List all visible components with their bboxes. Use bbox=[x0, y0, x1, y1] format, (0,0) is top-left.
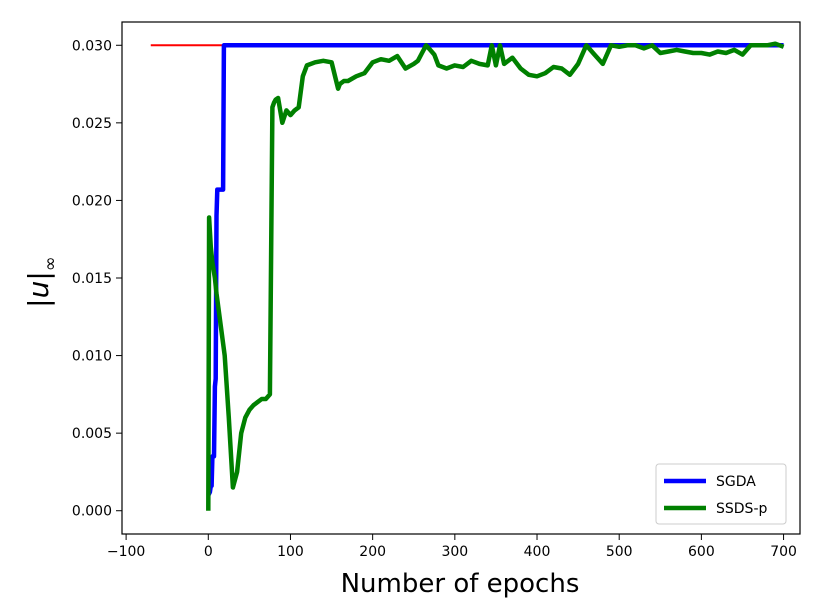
series-line-ssds-p bbox=[206, 41, 785, 511]
x-tick-label: 0 bbox=[204, 544, 213, 560]
x-tick-label: 600 bbox=[688, 544, 715, 560]
x-tick-label: −100 bbox=[107, 544, 145, 560]
x-tick-label: 200 bbox=[359, 544, 386, 560]
x-tick-label: 300 bbox=[441, 544, 468, 560]
x-tick-label: 400 bbox=[524, 544, 551, 560]
x-axis-ticks: −100 0 100 200 300 400 500 600 700 bbox=[107, 534, 797, 560]
y-tick-label: 0.005 bbox=[72, 426, 112, 442]
series-layer bbox=[150, 41, 785, 511]
series-line-sgda bbox=[206, 43, 784, 497]
y-tick-label: 0.015 bbox=[72, 271, 112, 287]
legend-label-sgda: SGDA bbox=[716, 474, 756, 490]
y-tick-label: 0.025 bbox=[72, 116, 112, 132]
x-axis-label: Number of epochs bbox=[341, 569, 580, 599]
x-tick-label: 100 bbox=[277, 544, 304, 560]
legend-label-ssds-p: SSDS-p bbox=[716, 501, 767, 517]
x-tick-label: 500 bbox=[606, 544, 633, 560]
y-tick-label: 0.030 bbox=[72, 38, 112, 54]
y-axis-ticks: 0.000 0.005 0.010 0.015 0.020 0.025 0.030 bbox=[72, 38, 122, 520]
svg-text:|u|∞: |u|∞ bbox=[22, 256, 61, 308]
x-tick-label: 700 bbox=[770, 544, 797, 560]
y-tick-label: 0.020 bbox=[72, 193, 112, 209]
y-tick-label: 0.010 bbox=[72, 349, 112, 365]
y-axis-label-subscript: ∞ bbox=[40, 256, 61, 271]
y-axis-label: |u|∞ bbox=[22, 256, 61, 308]
legend: SGDA SSDS-p bbox=[655, 463, 787, 525]
y-axis-label-main: |u| bbox=[22, 271, 55, 308]
y-tick-label: 0.000 bbox=[72, 504, 112, 520]
